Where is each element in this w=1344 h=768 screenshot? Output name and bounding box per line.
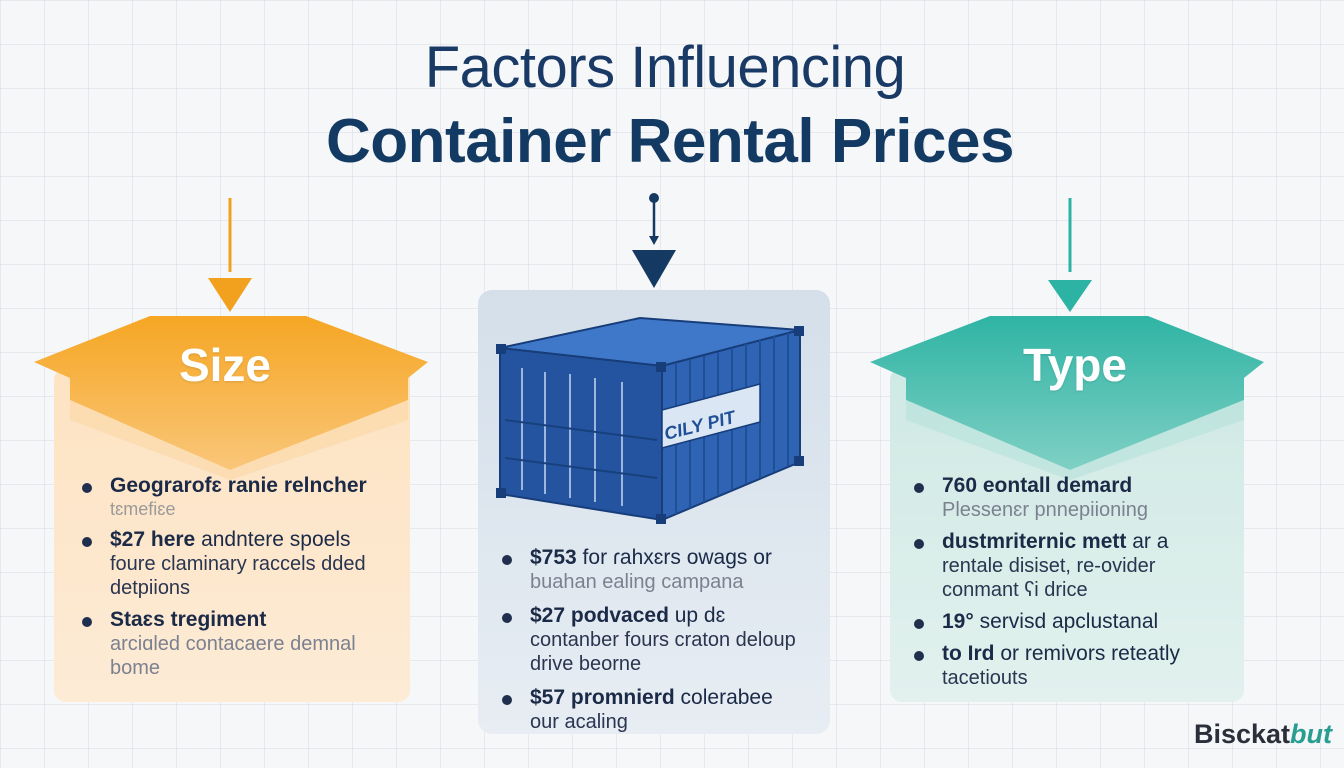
type-banner: [870, 316, 1264, 470]
list-item-heading-rest: ar a: [1126, 530, 1169, 553]
list-item-heading: $57 promnierd: [530, 686, 675, 709]
list-item-heading: 19°: [942, 610, 974, 633]
list-item-heading: $753: [530, 546, 577, 569]
brand-name: Bisckat: [1193, 719, 1291, 749]
list-item: $27 here andntere spoels foure claminary…: [80, 528, 400, 600]
list-item-note: Plessenɛr pnnepiioning: [942, 499, 1148, 521]
type-arrow-icon: [1048, 280, 1092, 312]
list-item-detail: foure claminary raccels dded detpiions: [110, 553, 366, 599]
list-item-heading: to Ird: [942, 642, 995, 665]
list-item-detail: our acaling: [530, 711, 628, 733]
list-item-detail: tacetiouts: [942, 667, 1028, 689]
bullet-icon: [914, 651, 924, 661]
connector-node: [649, 193, 659, 203]
size-label: Size: [178, 339, 272, 391]
list-item-note: tɛmefiɛe: [110, 499, 176, 519]
center-factor-list: $753 for ɾahxɛrs owags or buahan ealing …: [500, 546, 820, 744]
bullet-icon: [914, 483, 924, 493]
title-line-2: Container Rental Prices: [326, 107, 1014, 176]
bullet-icon: [502, 613, 512, 623]
brand-logo: Bisckatbut: [1194, 719, 1332, 750]
list-item: 19° servisd apclustanal: [912, 610, 1232, 634]
list-item-heading-rest: colerabee: [674, 686, 773, 709]
title-line-1: Factors Influencing: [424, 35, 906, 100]
shipping-container-icon: CILY PIT: [496, 316, 804, 524]
list-item-heading-rest: up dɛ: [668, 604, 726, 627]
list-item: $27 podvaced up dɛ contanber fours crato…: [500, 604, 820, 676]
size-banner: [34, 316, 428, 470]
bullet-icon: [82, 537, 92, 547]
bullet-icon: [914, 619, 924, 629]
list-item-note: buahan ealing campana: [530, 571, 744, 593]
bullet-icon: [914, 539, 924, 549]
list-item: Staɛs tregiment arciɑled contacaere demn…: [80, 608, 400, 680]
type-factor-list: 760 eontall demard Plessenɛr pnnepiionin…: [912, 474, 1232, 698]
list-item-note: arciɑled contacaere demnal bome: [110, 633, 356, 679]
list-item: 760 eontall demard Plessenɛr pnnepiionin…: [912, 474, 1232, 522]
list-item-heading: Geograrofɛ ranie relncher: [110, 474, 367, 497]
list-item: to Ird or remivors reteatly tacetiouts: [912, 642, 1232, 690]
size-factor-list: Geograrofɛ ranie relncher tɛmefiɛe $27 h…: [80, 474, 400, 688]
list-item-heading-rest: andntere spoels: [195, 528, 351, 551]
list-item-heading-rest: servisd apclustanal: [973, 610, 1159, 633]
size-arrow-icon: [208, 278, 252, 312]
list-item-heading-rest: or remivors reteatly: [994, 642, 1181, 665]
bullet-icon: [82, 617, 92, 627]
list-item-heading: dustmriternic mett: [942, 530, 1127, 553]
list-item-heading: $27 here: [110, 528, 196, 551]
type-label: Type: [1023, 339, 1127, 391]
list-item: $753 for ɾahxɛrs owags or buahan ealing …: [500, 546, 820, 594]
brand-name-accent: but: [1290, 719, 1332, 749]
center-arrow-icon: [632, 250, 676, 288]
bullet-icon: [502, 555, 512, 565]
center-small-arrow: [649, 236, 659, 245]
list-item-heading-rest: for ɾahxɛrs owags or: [576, 546, 772, 569]
list-item: dustmriternic mett ar a rentale disiset,…: [912, 530, 1232, 602]
list-item-heading: Staɛs tregiment: [110, 608, 267, 631]
list-item: $57 promnierd colerabee our acaling: [500, 686, 820, 734]
list-item-heading: $27 podvaced: [530, 604, 669, 627]
list-item-heading: 760 eontall demard: [942, 474, 1133, 497]
list-item-detail: rentale disiset, re-ovider conmant ʕi dr…: [942, 555, 1156, 601]
bullet-icon: [502, 695, 512, 705]
bullet-icon: [82, 483, 92, 493]
list-item-detail: contanber fours craton deloup drive beor…: [530, 629, 796, 675]
list-item: Geograrofɛ ranie relncher tɛmefiɛe: [80, 474, 400, 520]
